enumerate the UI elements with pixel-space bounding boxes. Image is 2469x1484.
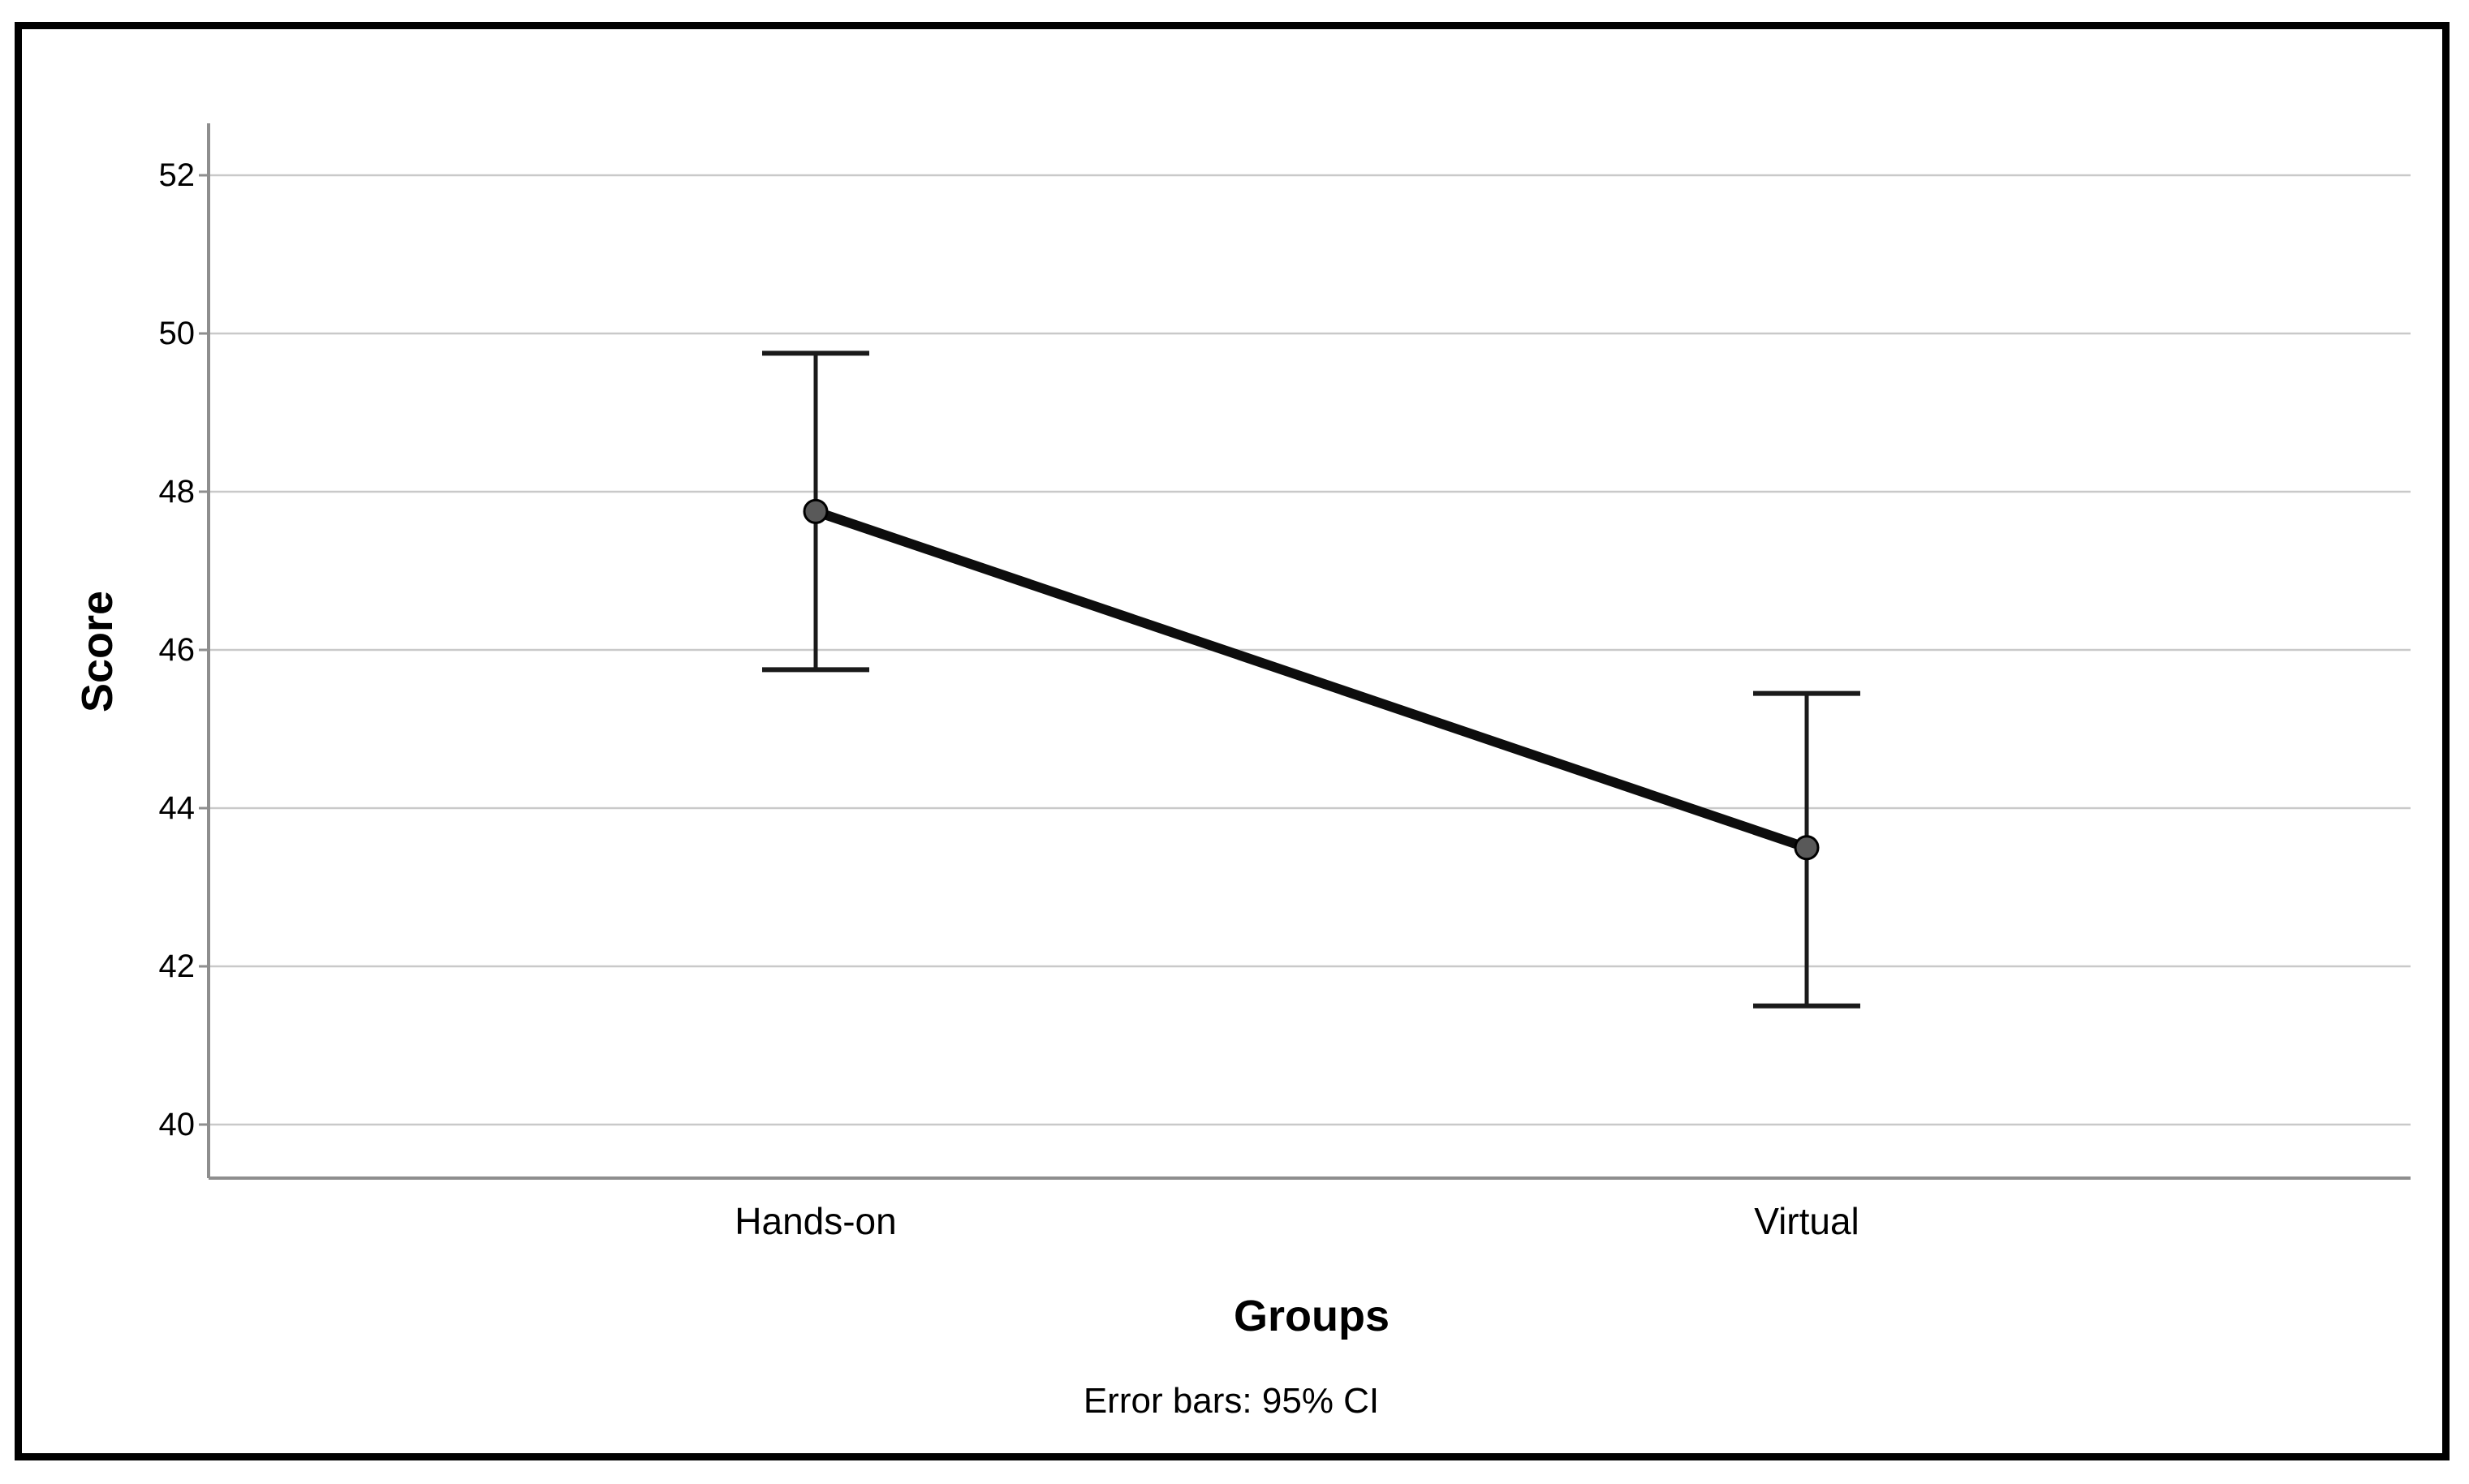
x-tick-label: Hands-on bbox=[735, 1200, 896, 1242]
y-tick-label: 48 bbox=[159, 474, 196, 510]
y-tick-label: 50 bbox=[159, 316, 196, 351]
mean-marker bbox=[1794, 835, 1820, 861]
y-axis-title: Score bbox=[73, 590, 122, 713]
mean-line bbox=[814, 506, 1808, 853]
x-axis-title: Groups bbox=[1233, 1292, 1390, 1340]
y-tick-label: 46 bbox=[159, 632, 196, 668]
x-tick-label: Virtual bbox=[1754, 1200, 1859, 1242]
y-tick-label: 42 bbox=[159, 948, 196, 984]
chart-frame bbox=[15, 22, 2450, 1460]
y-tick-label: 40 bbox=[159, 1107, 196, 1142]
y-tick-label: 44 bbox=[159, 790, 196, 826]
y-tick-label: 52 bbox=[159, 157, 196, 193]
mean-marker bbox=[803, 498, 829, 524]
error-bar-caption: Error bars: 95% CI bbox=[1083, 1381, 1380, 1421]
